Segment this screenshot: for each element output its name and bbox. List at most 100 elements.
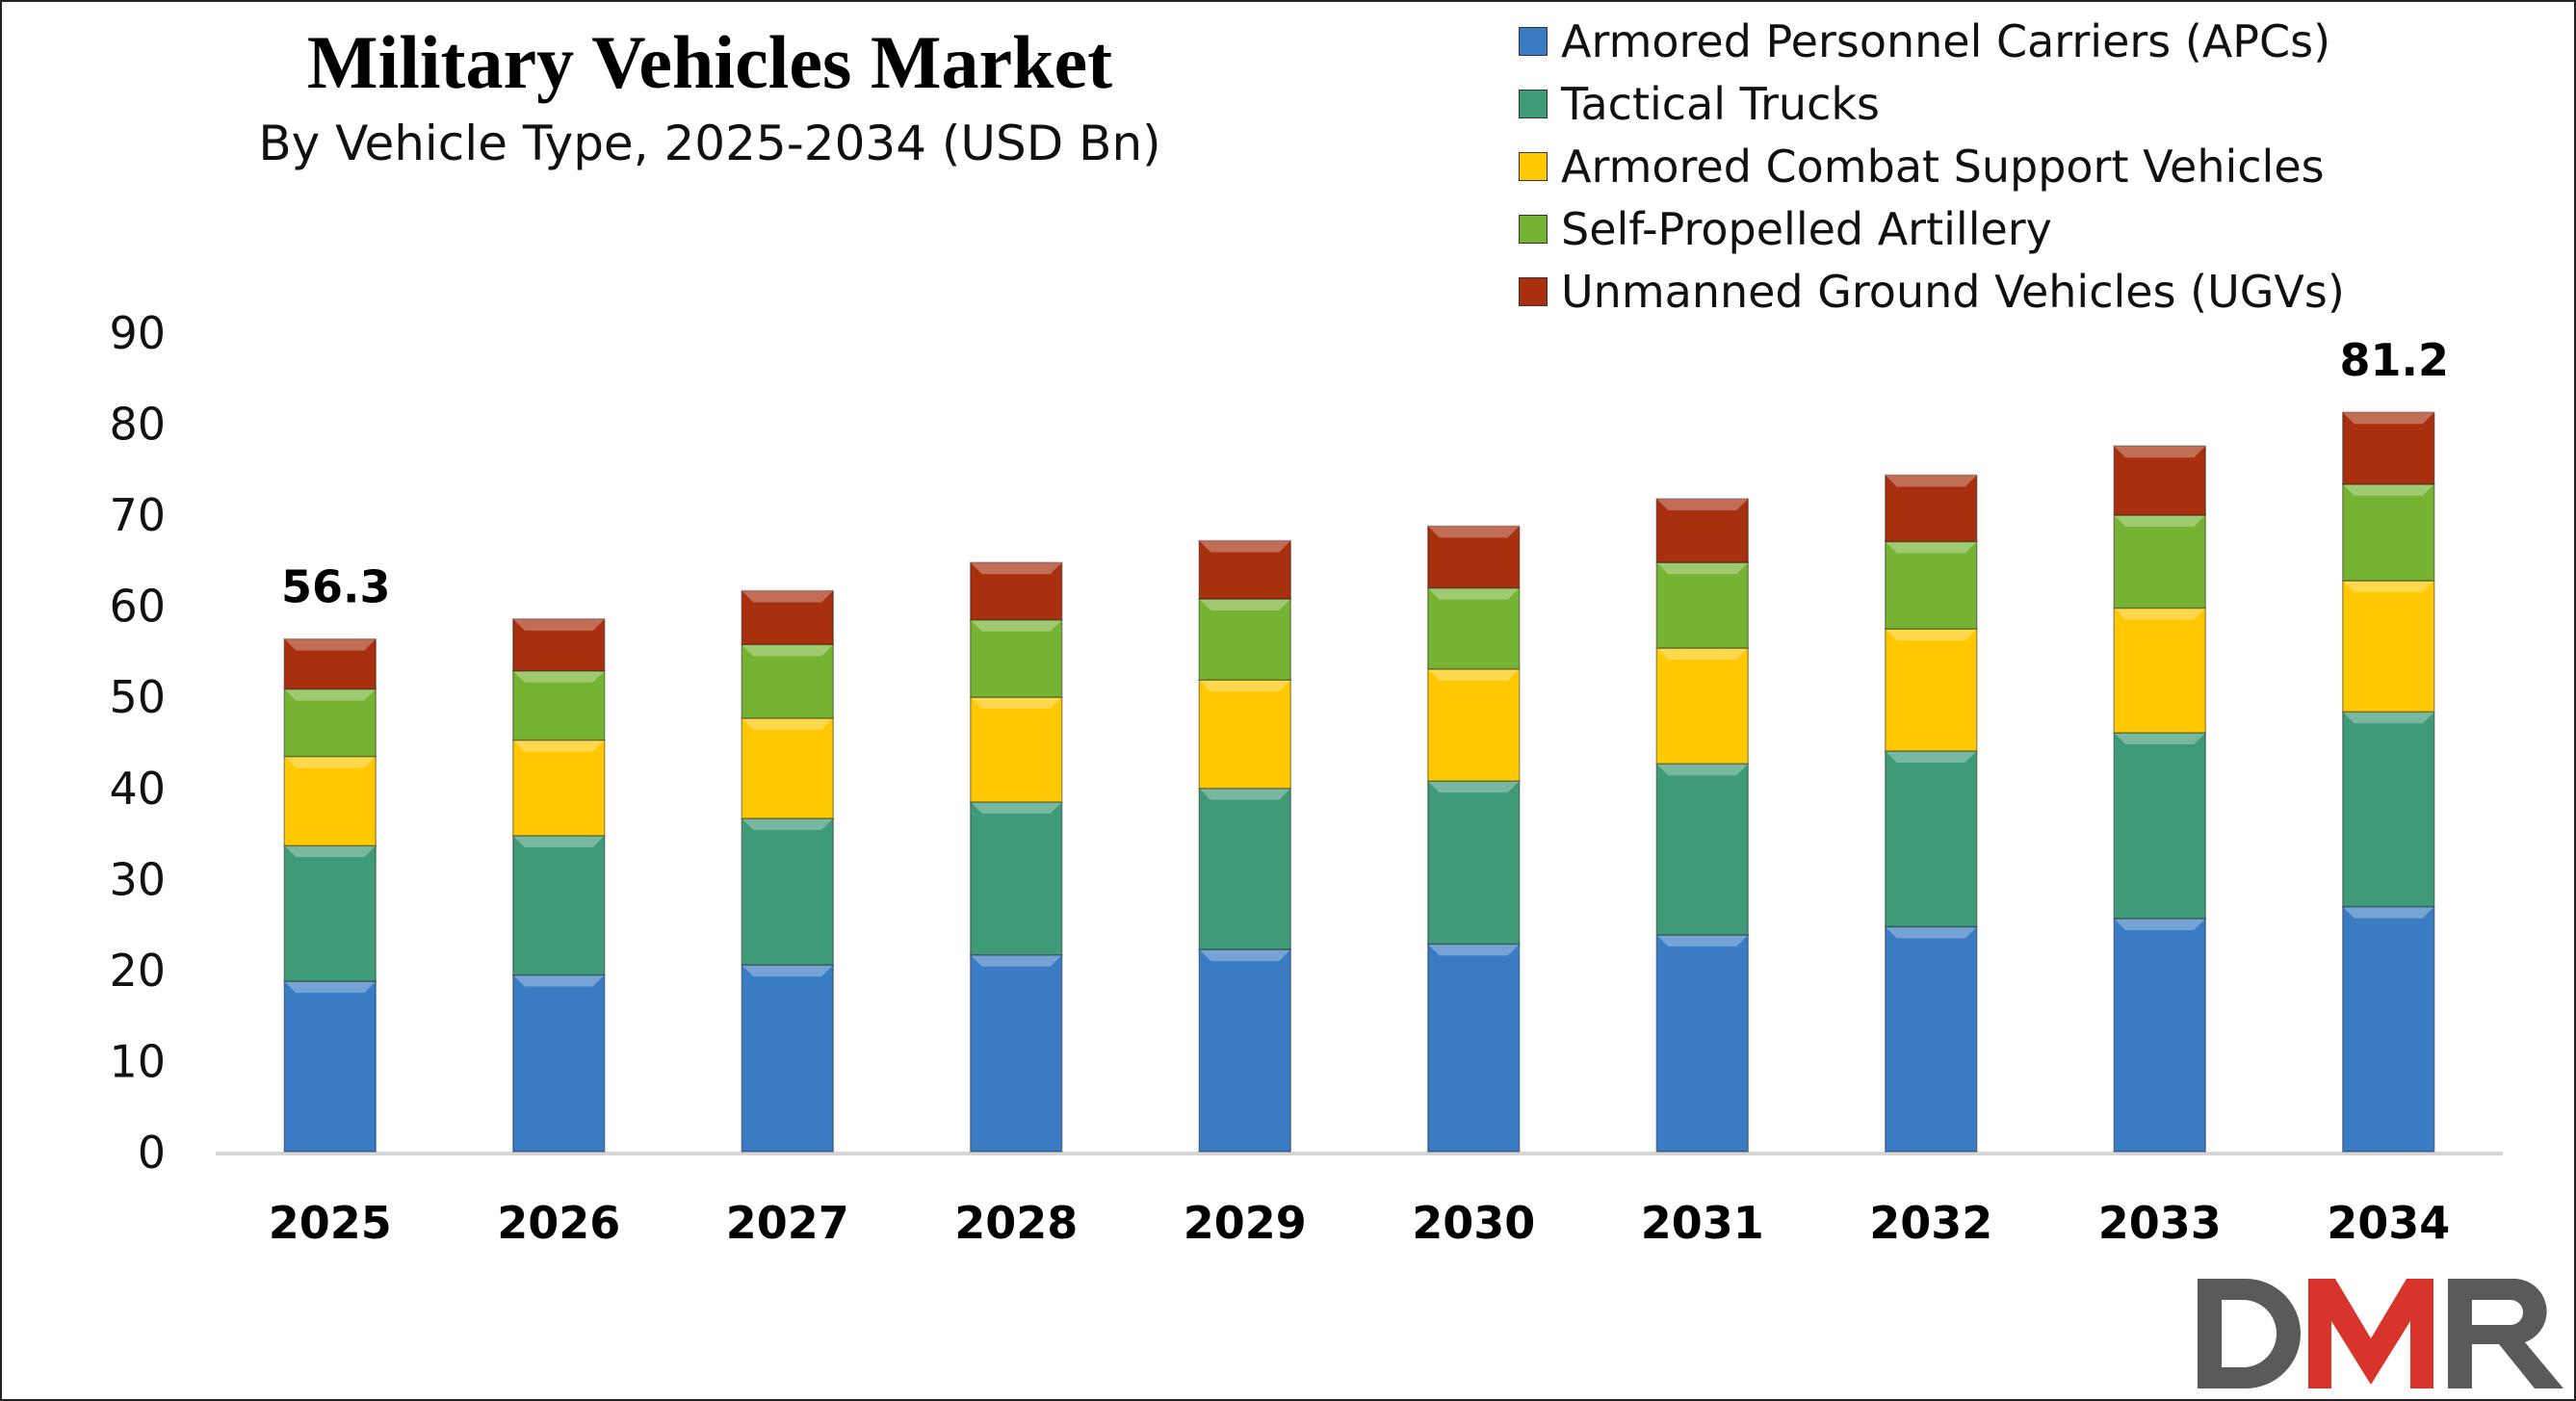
bar-segment — [1427, 586, 1521, 670]
x-tick-label: 2030 — [1412, 1197, 1535, 1249]
bar-segment-bevel — [1656, 764, 1749, 776]
y-tick-label: 30 — [109, 853, 166, 905]
bar-segment — [1427, 525, 1521, 589]
bar-segment-bevel — [742, 817, 834, 830]
bar-segment-bevel — [2114, 608, 2206, 620]
bar-segment — [2113, 514, 2206, 610]
bar-segment — [283, 637, 377, 690]
bar-segment-bevel — [1885, 541, 1977, 554]
bar-segment-bevel — [284, 981, 377, 994]
bar-segment — [283, 980, 377, 1153]
bar-segment-bevel — [1427, 587, 1520, 600]
legend-item: Armored Combat Support Vehicles — [1519, 135, 2345, 197]
bar-segment-bevel — [1885, 629, 1977, 641]
bar-segment — [1655, 934, 1749, 1153]
bar-segment — [512, 618, 606, 672]
x-tick-label: 2029 — [1184, 1197, 1307, 1249]
bar-segment-bevel — [742, 644, 834, 657]
bar-segment-bevel — [970, 697, 1062, 710]
bar-segment-bevel — [970, 801, 1062, 814]
x-tick-label: 2034 — [2327, 1197, 2450, 1249]
data-label: 56.3 — [281, 561, 391, 613]
y-tick-label: 50 — [109, 671, 166, 723]
bar-segment-bevel — [2342, 412, 2434, 425]
bar-segment-bevel — [1885, 475, 1977, 487]
bar-segment — [512, 835, 606, 976]
bar-segment — [283, 844, 377, 982]
y-tick-label: 10 — [109, 1035, 166, 1087]
bar-segment — [741, 589, 834, 646]
bar-segment — [283, 755, 377, 847]
bar-segment-bevel — [2342, 483, 2434, 496]
bar-segment — [1427, 780, 1521, 946]
bar-segment-bevel — [284, 688, 377, 701]
bar-segment — [970, 619, 1063, 698]
bar-segment — [741, 964, 834, 1153]
legend-swatch — [1519, 214, 1548, 244]
legend-swatch — [1519, 151, 1548, 181]
bar-segment-bevel — [512, 618, 605, 631]
bar-segment — [1655, 763, 1749, 936]
legend: Armored Personnel Carriers (APCs) Tactica… — [1519, 10, 2345, 323]
bar-segment-bevel — [2114, 515, 2206, 528]
bar-segment — [2113, 445, 2206, 516]
chart-title: Military Vehicles Market — [306, 20, 1113, 104]
bar-segment — [741, 717, 834, 819]
x-tick-label: 2027 — [726, 1197, 849, 1249]
bar-segment-bevel — [1199, 949, 1291, 962]
legend-item: Tactical Trucks — [1519, 72, 2345, 135]
x-tick-label: 2028 — [954, 1197, 1078, 1249]
bar-segment — [2342, 711, 2435, 908]
legend-label: Tactical Trucks — [1561, 77, 1880, 130]
bar-segment-bevel — [1199, 540, 1291, 553]
bar-segment — [1885, 925, 1978, 1153]
legend-item: Unmanned Ground Vehicles (UGVs) — [1519, 260, 2345, 323]
legend-swatch — [1519, 276, 1548, 306]
bar-segment-bevel — [1427, 668, 1520, 681]
bar-segment — [2113, 918, 2206, 1153]
bar-segment-bevel — [1199, 599, 1291, 611]
bar-segment — [970, 696, 1063, 803]
x-tick-label: 2032 — [1869, 1197, 1992, 1249]
bar-segment-bevel — [742, 717, 834, 730]
legend-item: Self-Propelled Artillery — [1519, 197, 2345, 260]
bar-segment — [1198, 948, 1291, 1153]
y-tick-label: 40 — [109, 763, 166, 815]
bar-segment — [1655, 498, 1749, 563]
legend-item: Armored Personnel Carriers (APCs) — [1519, 10, 2345, 72]
bar-segment-bevel — [742, 590, 834, 603]
bar-segment-bevel — [2342, 712, 2434, 724]
bar-segment — [2342, 905, 2435, 1153]
bar-segment — [970, 801, 1063, 956]
bar-segment — [1885, 474, 1978, 543]
bar-segment-bevel — [512, 835, 605, 847]
bar-segment-bevel — [512, 974, 605, 987]
legend-label: Unmanned Ground Vehicles (UGVs) — [1561, 265, 2345, 318]
bar-segment — [2113, 607, 2206, 734]
bar-segment — [1427, 668, 1521, 782]
bar-segment-bevel — [2114, 446, 2206, 458]
bar-segment — [512, 739, 606, 837]
bar-segment — [1655, 647, 1749, 765]
y-tick-label: 70 — [109, 489, 166, 541]
legend-swatch — [1519, 26, 1548, 56]
bar-segment — [970, 954, 1063, 1153]
bar-segment-bevel — [1427, 526, 1520, 538]
bar-segment-bevel — [2114, 733, 2206, 745]
bar-segment-bevel — [970, 954, 1062, 967]
bar-segment — [2113, 732, 2206, 920]
bar-segment-bevel — [742, 965, 834, 977]
x-tick-label: 2026 — [497, 1197, 620, 1249]
bar-segment-bevel — [2342, 581, 2434, 593]
bar-segment-bevel — [1656, 934, 1749, 947]
bar-segment — [741, 817, 834, 966]
bar-segment — [1885, 750, 1978, 928]
bar-segment-bevel — [284, 756, 377, 768]
bar-segment — [1198, 539, 1291, 600]
bar-segment — [1427, 943, 1521, 1153]
data-label: 81.2 — [2340, 334, 2450, 386]
bar-segment-bevel — [1199, 680, 1291, 692]
dmr-logo — [2198, 1279, 2563, 1388]
